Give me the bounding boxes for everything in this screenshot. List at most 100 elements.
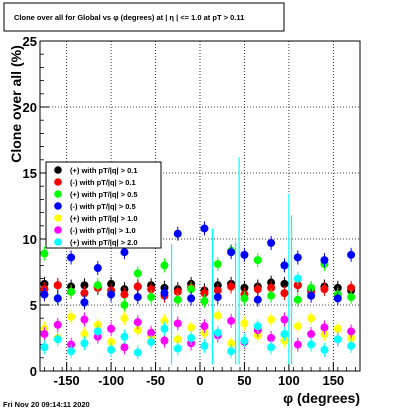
data-point: [213, 311, 222, 320]
data-point: [320, 285, 329, 294]
data-point: [280, 279, 289, 288]
data-point: [160, 336, 169, 345]
error-bars: [170, 157, 293, 365]
data-point: [200, 322, 209, 331]
data-point: [253, 285, 262, 294]
data-point: [147, 328, 156, 337]
data-point: [267, 343, 276, 352]
data-point: [320, 323, 329, 332]
data-point: [307, 291, 316, 300]
data-point: [293, 322, 302, 331]
legend-label: (-) with pT/|q| > 0.1: [70, 178, 136, 187]
data-point: [120, 332, 129, 341]
data-point: [267, 283, 276, 292]
data-point: [80, 289, 89, 298]
data-point: [133, 348, 142, 357]
data-point: [67, 287, 76, 296]
x-tick-label: 150: [322, 373, 344, 388]
data-point: [173, 287, 182, 296]
legend-marker: [54, 238, 62, 246]
data-point: [53, 281, 62, 290]
legend-label: (-) with pT/|q| > 1.0: [70, 226, 136, 235]
y-axis-title: Clone over all (%): [8, 45, 24, 162]
tick-labels: -150 -100 -50 0 50 100 150 0 5 10 15 20 25: [23, 34, 345, 388]
data-point: [40, 343, 49, 352]
axis-ticks: [40, 40, 356, 372]
data-point: [347, 250, 356, 259]
legend-label: (+) with pT/|q| > 0.5: [70, 190, 138, 199]
data-point: [267, 291, 276, 300]
data-point: [240, 294, 249, 303]
legend-marker: [54, 166, 62, 174]
data-point: [93, 281, 102, 290]
data-point: [253, 295, 262, 304]
data-point: [267, 334, 276, 342]
data-point: [53, 294, 62, 303]
data-point: [133, 318, 142, 327]
data-point: [93, 264, 102, 273]
data-point: [280, 330, 289, 339]
data-point: [293, 340, 302, 349]
data-point: [173, 344, 182, 353]
data-point: [147, 337, 156, 346]
data-point: [67, 347, 76, 356]
legend-label: (+) with pT/|q| > 2.0: [70, 238, 138, 247]
x-tick-label: 50: [237, 373, 251, 388]
data-point: [80, 281, 89, 290]
y-tick-label: 25: [23, 34, 37, 49]
data-point: [280, 289, 289, 298]
data-point: [320, 345, 329, 354]
data-point: [347, 283, 356, 292]
legend-marker: [54, 214, 62, 222]
data-point: [347, 341, 356, 350]
data-point: [267, 315, 276, 324]
data-point: [80, 330, 89, 339]
data-point: [227, 248, 236, 257]
data-point: [120, 343, 129, 352]
data-point: [240, 319, 249, 328]
data-point: [307, 314, 316, 323]
data-point: [107, 337, 116, 346]
legend-marker: [54, 178, 62, 186]
data-point: [213, 293, 222, 302]
data-point: [227, 339, 236, 348]
data-markers: [40, 221, 356, 360]
data-point: [307, 330, 316, 339]
legend-marker: [54, 190, 62, 198]
data-point: [133, 282, 142, 291]
data-point: [80, 339, 89, 348]
data-point: [147, 285, 156, 294]
data-point: [133, 293, 142, 302]
data-point: [80, 315, 89, 324]
data-point: [293, 274, 302, 283]
data-point: [120, 248, 129, 257]
data-point: [227, 347, 236, 356]
data-point: [333, 335, 342, 344]
data-point: [240, 250, 249, 259]
data-point: [280, 261, 289, 270]
data-point: [133, 269, 142, 278]
x-tick-label: 0: [196, 373, 203, 388]
data-point: [40, 249, 49, 258]
data-point: [227, 282, 236, 291]
data-point: [187, 323, 196, 332]
data-point: [187, 294, 196, 303]
data-point: [173, 319, 182, 328]
data-point: [293, 295, 302, 304]
data-point: [173, 229, 182, 238]
data-point: [240, 336, 249, 345]
y-tick-label: 5: [30, 298, 37, 313]
data-point: [160, 261, 169, 270]
data-point: [160, 324, 169, 333]
data-point: [93, 327, 102, 336]
data-point: [347, 327, 356, 336]
y-tick-label: 0: [30, 364, 37, 379]
data-point: [120, 290, 129, 299]
data-point: [53, 335, 62, 344]
legend-marker: [54, 226, 62, 234]
data-point: [253, 322, 262, 331]
data-point: [200, 224, 209, 233]
data-point: [67, 312, 76, 321]
data-point: [80, 298, 89, 307]
